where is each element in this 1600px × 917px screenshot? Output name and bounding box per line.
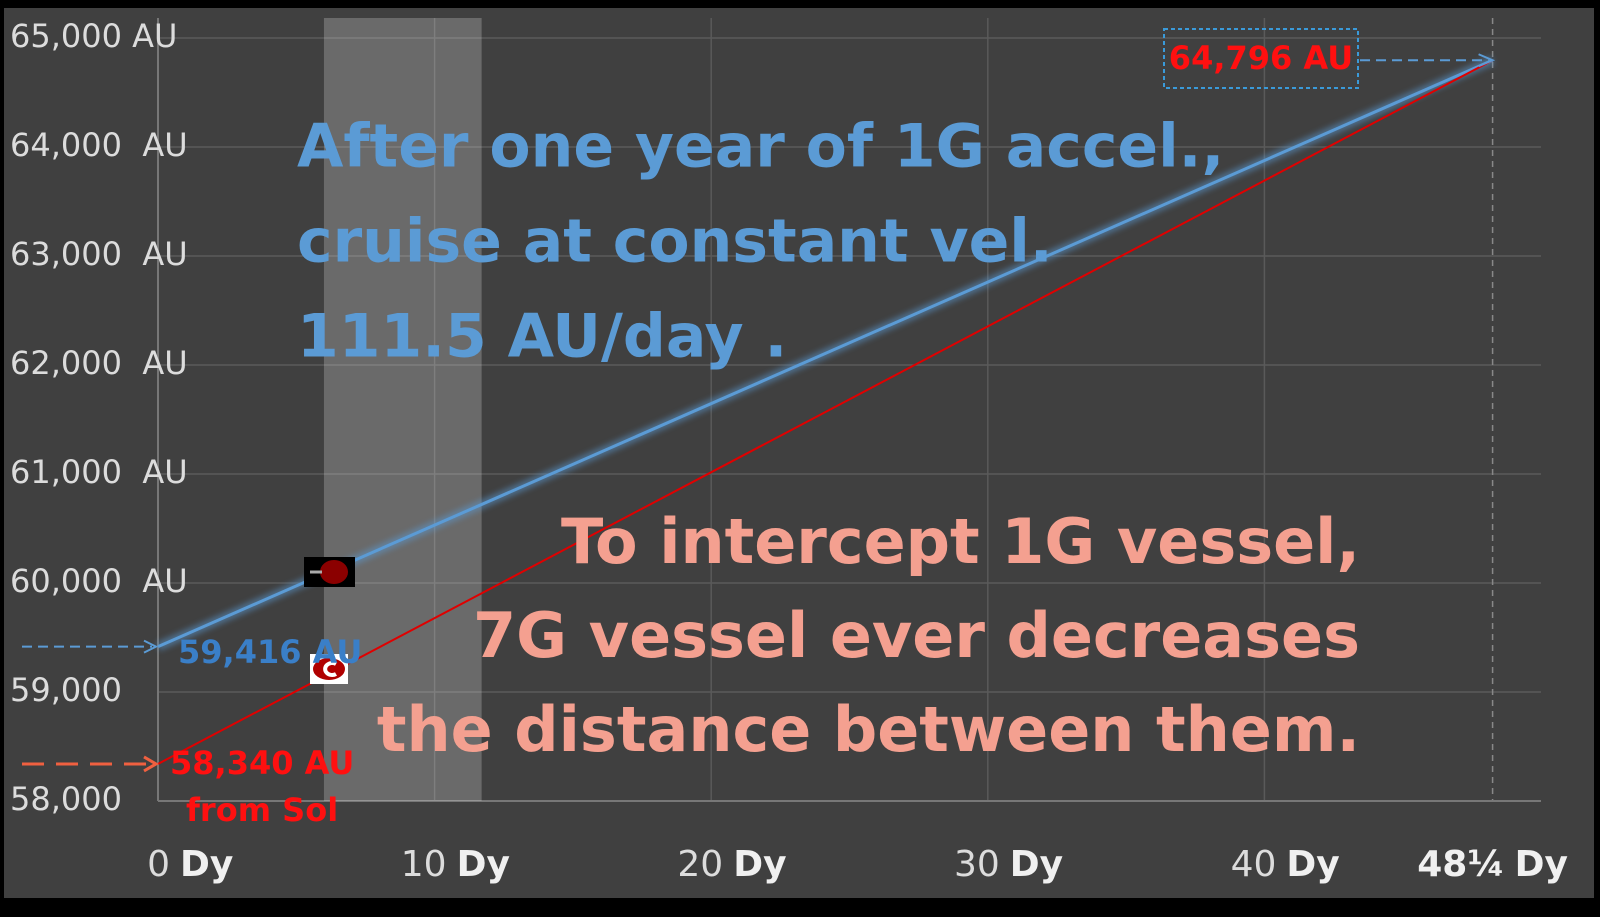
y-tick-label: 60,000 AU — [10, 562, 188, 600]
y-tick-label: 63,000 AU — [10, 235, 188, 273]
annotation-red: 7G vessel ever decreases — [473, 599, 1360, 672]
x-unit-label: Dy — [1286, 844, 1339, 885]
data-label: 64,796 AU — [1169, 39, 1353, 77]
x-unit-label: Dy — [457, 844, 510, 885]
x-unit-label: Dy — [1010, 844, 1063, 885]
x-unit-label: Dy — [733, 844, 786, 885]
x-tick-label: 10 — [401, 844, 447, 885]
shaded-span — [323, 18, 482, 801]
y-tick-label: 64,000 AU — [10, 126, 188, 164]
annotation-blue: cruise at constant vel. — [297, 207, 1053, 277]
x-tick-label: 0 — [147, 844, 170, 885]
data-label: 59,416 AU — [178, 633, 362, 671]
y-tick-label: 65,000 AU — [10, 17, 177, 55]
x-tick-label: 48¼ — [1417, 844, 1504, 885]
x-tick-label: 30 — [954, 844, 1000, 885]
series-line — [157, 58, 1494, 649]
grid — [157, 18, 1541, 802]
y-tick-label: 62,000 AU — [10, 344, 188, 382]
annotation-red: the distance between them. — [377, 693, 1360, 766]
arrow-head — [143, 755, 159, 773]
vessel-icon — [310, 654, 348, 684]
y-tick-label: 61,000 AU — [10, 453, 188, 491]
labels: 58,000 59,000 60,000 AU 61,000 AU 62,000 AU 6… — [10, 17, 1568, 885]
y-tick-label: 58,000 — [10, 780, 122, 818]
annotation-blue: 111.5 AU/day . — [297, 302, 787, 372]
plot-background — [4, 8, 1594, 898]
label-box — [1163, 28, 1359, 89]
annotation-red: To intercept 1G vessel, — [561, 505, 1360, 578]
series-line — [157, 59, 1494, 765]
vessel-icon — [304, 557, 355, 587]
x-tick-label: 20 — [677, 844, 723, 885]
x-tick-label: 40 — [1231, 844, 1277, 885]
y-tick-label: 59,000 — [10, 671, 122, 709]
marks — [156, 18, 1495, 801]
arrow-head — [1478, 53, 1496, 68]
arrow-head — [143, 639, 159, 654]
annotation: from Sol — [186, 791, 338, 829]
x-unit-label: Dy — [1515, 844, 1568, 885]
data-label: 58,340 AU — [170, 744, 354, 782]
x-unit-label: Dy — [180, 844, 233, 885]
annotation-blue: After one year of 1G accel., — [297, 112, 1224, 182]
